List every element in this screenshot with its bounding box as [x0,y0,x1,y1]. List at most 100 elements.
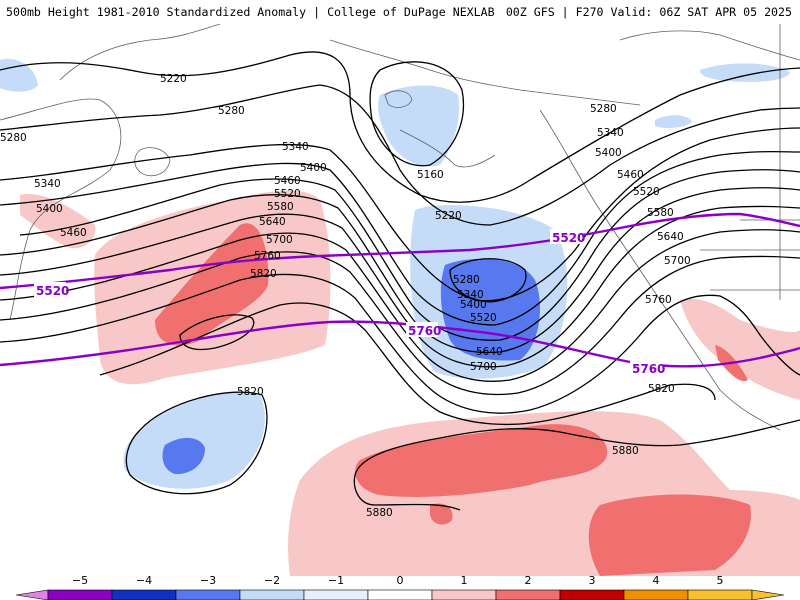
colorbar-tick-label: 2 [525,574,532,587]
alaska-north-coast [329,39,641,106]
map-header: 500mb Height 1981-2010 Standardized Anom… [0,0,800,24]
contour-label: 5220 [435,210,462,222]
swatch-pos-max [751,589,785,600]
contour-5820-north [99,302,716,426]
colorbar-tick-label: −5 [72,574,88,587]
negative-anomaly-canada-small [655,115,692,129]
reference-label-group: 5520 5520 5760 5760 [34,229,665,376]
colorbar-tick-label: 5 [717,574,724,587]
contour-5820-south [125,391,268,495]
contour-label: 5880 [612,445,639,457]
label-background [630,360,662,375]
contour-label-group: 5160 5220 5220 5280 5280 5280 5280 5340 … [0,73,691,519]
contour-5400 [0,150,800,326]
contour-label: 5340 [282,141,309,153]
contour-label: 5760 [645,294,672,306]
negative-anomaly-subtropics-strong [162,437,205,475]
contour-label: 5700 [266,234,293,246]
colorbar-swatches [15,589,785,600]
contour-5340 [0,127,800,302]
swatch-neg3 [111,589,177,600]
contour-label: 5340 [34,178,61,190]
colorbar-tick-label: 1 [461,574,468,587]
contour-5220-north [0,51,800,203]
positive-anomaly-west-pacific-strong [155,223,269,346]
contour-5640 [0,229,800,382]
island-alaska [384,90,413,108]
swatch-neg5 [15,589,49,600]
contour-label: 5700 [470,361,497,373]
swatch-pos1 [431,589,497,600]
colorbar-tick-label: 0 [397,574,404,587]
contour-label: 5400 [460,299,487,311]
contour-label: 5280 [0,132,27,144]
contour-label: 5580 [647,207,674,219]
contour-label: 5640 [476,346,503,358]
positive-anomaly-south-east [588,494,751,576]
contour-label: 5760 [254,250,281,262]
contour-label: 5700 [664,255,691,267]
arctic-coastline [619,30,800,61]
reference-label-5520-east: 5520 [552,231,585,245]
colorbar-tick-label: −2 [264,574,280,587]
contour-label: 5640 [259,216,286,228]
anomaly-map: 5160 5220 5220 5280 5280 5280 5280 5340 … [0,24,800,576]
colorbar-tick-label: 3 [589,574,596,587]
swatch-neg4 [47,589,113,600]
positive-anomaly-south-small [430,503,453,525]
contour-label: 5820 [237,386,264,398]
contour-label: 5460 [60,227,87,239]
negative-anomaly-alaska [378,85,460,167]
swatch-neg1 [239,589,305,600]
alaska-peninsula [399,129,496,168]
contour-label: 5220 [160,73,187,85]
contour-5160 [369,61,465,167]
contour-5820-loop [179,314,255,351]
contour-5580 [0,205,800,368]
reference-5760 [0,320,800,368]
anomaly-colorbar: −5 −4 −3 −2 −1 0 1 2 3 4 5 [0,572,800,600]
contour-5760 [0,273,800,414]
map-title: 500mb Height 1981-2010 Standardized Anom… [6,5,495,19]
siberia-coastline [59,24,221,81]
label-background [34,282,66,297]
reference-label-5520-west: 5520 [36,284,69,298]
colorbar-tick-label: −4 [136,574,152,587]
island-okhotsk [134,147,171,177]
contour-label: 5580 [267,201,294,213]
coastlines [0,24,800,431]
contour-label: 5280 [453,274,480,286]
reference-label-5760-east: 5760 [632,362,665,376]
contour-label: 5400 [595,147,622,159]
swatch-zero [367,589,433,600]
colorbar-tick-label: −1 [328,574,344,587]
asia-coastline [0,98,122,321]
negative-anomaly-siberia [0,58,38,92]
reference-label-5760-center: 5760 [408,324,441,338]
swatch-pos4 [623,589,689,600]
contour-label: 5160 [417,169,444,181]
contour-label: 5820 [250,268,277,280]
contour-label: 5520 [274,188,301,200]
positive-anomaly-mexico [680,298,800,400]
contour-label: 5340 [597,127,624,139]
contour-label: 5520 [633,186,660,198]
contour-label: 5340 [457,289,484,301]
contour-5280-low [449,258,527,303]
contour-label: 5400 [36,203,63,215]
swatch-neg2 [175,589,241,600]
contour-label: 5820 [648,383,675,395]
anomaly-shading [0,58,800,576]
contour-label: 5280 [590,103,617,115]
colorbar-tick-label: −3 [200,574,216,587]
negative-anomaly-canada [700,63,790,82]
contour-label: 5460 [274,175,301,187]
swatch-pos3 [559,589,625,600]
contour-label: 5520 [470,312,497,324]
colorbar-tick-label: 4 [653,574,660,587]
model-run-info: 00Z GFS | F270 Valid: 06Z SAT APR 05 202… [505,5,792,19]
swatch-neg0 [303,589,369,600]
contour-label: 5640 [657,231,684,243]
contour-label: 5400 [300,162,327,174]
contour-label: 5880 [366,507,393,519]
